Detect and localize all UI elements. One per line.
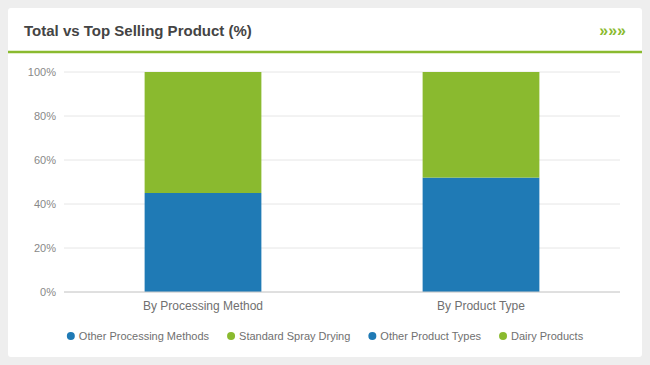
legend-marker xyxy=(499,332,507,340)
legend-marker xyxy=(67,332,75,340)
chart-container: Total vs Top Selling Product (%) »»» 0% 20%… xyxy=(0,0,650,365)
bar xyxy=(145,193,262,292)
y-tick-label: 40% xyxy=(34,198,56,210)
grid-line xyxy=(64,292,620,293)
legend-label: Standard Spray Drying xyxy=(239,330,350,342)
x-axis-line xyxy=(64,292,620,293)
x-tick-label: By Product Type xyxy=(437,299,525,313)
bar xyxy=(423,178,540,292)
legend-marker xyxy=(227,332,235,340)
y-tick-label: 60% xyxy=(34,154,56,166)
y-tick-label: 100% xyxy=(28,66,56,78)
annotation: »»» xyxy=(599,22,626,39)
title: Total vs Top Selling Product (%) xyxy=(24,22,252,39)
bar xyxy=(423,72,540,178)
legend-item: Other Product Types xyxy=(368,330,481,342)
y-tick-label: 0% xyxy=(40,286,56,298)
legend-item: Dairy Products xyxy=(499,330,584,342)
legend-marker xyxy=(368,332,376,340)
legend-item: Standard Spray Drying xyxy=(227,330,350,342)
panel xyxy=(8,8,642,357)
legend-label: Other Product Types xyxy=(380,330,481,342)
legend-label: Dairy Products xyxy=(511,330,584,342)
bar xyxy=(145,72,262,193)
bars xyxy=(145,72,540,292)
legend: Other Processing Methods Standard Spray D… xyxy=(67,330,584,342)
legend-label: Other Processing Methods xyxy=(79,330,210,342)
y-axis: 0% 20% 40% 60% 80% 100% xyxy=(28,66,620,298)
y-tick-label: 20% xyxy=(34,242,56,254)
x-tick-label: By Processing Method xyxy=(143,299,263,313)
legend-item: Other Processing Methods xyxy=(67,330,210,342)
chart-svg: Total vs Top Selling Product (%) »»» 0% 20%… xyxy=(0,0,650,365)
y-tick-label: 80% xyxy=(34,110,56,122)
separator xyxy=(8,51,642,54)
